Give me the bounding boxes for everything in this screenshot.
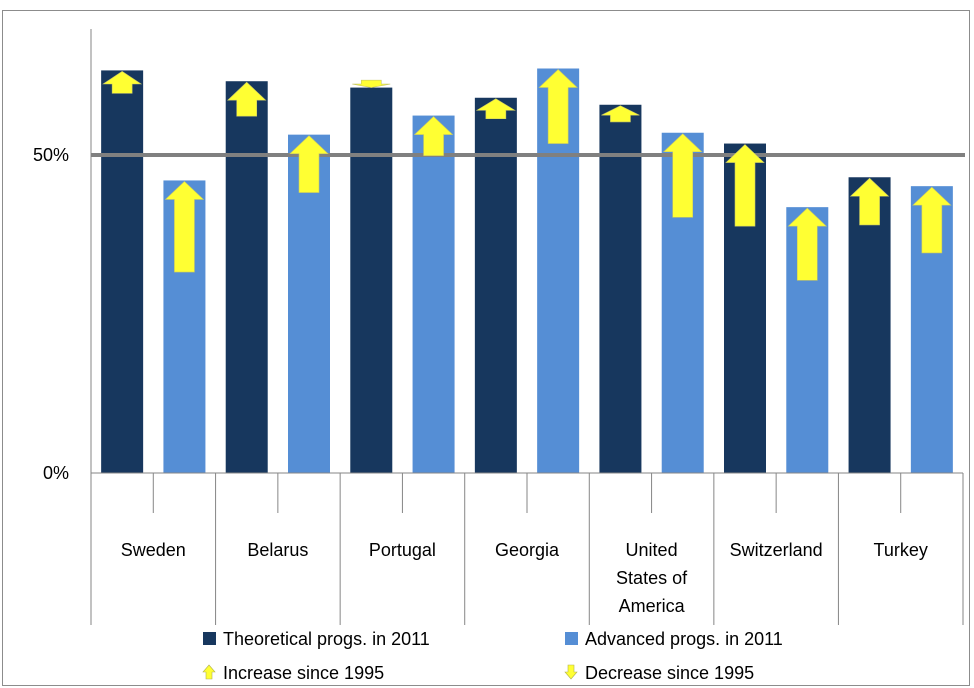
legend-label: Theoretical progs. in 2011 <box>223 629 430 649</box>
category-label: Switzerland <box>730 540 823 560</box>
decrease-arrow-icon <box>352 79 391 88</box>
category-label: Belarus <box>247 540 308 560</box>
chart-frame: 0% 50% Sweden Belarus Portugal Georgia United S… <box>2 10 970 686</box>
legend-label: Decrease since 1995 <box>585 663 754 683</box>
category-label: United <box>626 540 678 560</box>
increase-arrow-icon <box>289 135 329 193</box>
increase-arrow-icon <box>475 98 516 120</box>
increase-arrow-icon <box>849 177 890 226</box>
category-label: Sweden <box>121 540 186 560</box>
bar-theoretical <box>848 177 891 473</box>
legend-swatch <box>203 632 216 645</box>
increase-arrow-icon <box>413 116 454 156</box>
bar-theoretical <box>225 81 268 473</box>
category-label: Portugal <box>369 540 436 560</box>
y-tick-label: 50% <box>33 145 69 165</box>
chart-svg: 0% 50% Sweden Belarus Portugal Georgia United S… <box>33 29 965 683</box>
increase-arrow-icon <box>226 81 267 117</box>
increase-arrow-icon <box>164 181 205 273</box>
bar-advanced <box>412 115 455 474</box>
increase-arrow-icon <box>725 144 765 227</box>
increase-arrow-icon <box>787 207 828 281</box>
increase-arrow-icon <box>662 133 703 218</box>
legend-swatch <box>565 632 578 645</box>
increase-arrow-icon <box>538 69 578 144</box>
bar-theoretical <box>350 87 393 474</box>
category-label: Turkey <box>874 540 928 560</box>
legend-label: Advanced progs. in 2011 <box>585 629 783 649</box>
category-label: America <box>619 596 686 616</box>
y-tick-label: 0% <box>43 463 69 483</box>
legend-down-arrow-icon <box>564 664 578 680</box>
increase-arrow-icon <box>102 71 143 94</box>
bar-theoretical <box>599 104 642 474</box>
legend-up-arrow-icon <box>202 664 216 680</box>
increase-arrow-icon <box>912 186 952 254</box>
bar-theoretical <box>474 97 517 473</box>
increase-arrow-icon <box>601 105 640 123</box>
category-label: States of <box>616 568 688 588</box>
category-label: Georgia <box>495 540 560 560</box>
bar-theoretical <box>101 70 144 474</box>
legend-label: Increase since 1995 <box>223 663 384 683</box>
